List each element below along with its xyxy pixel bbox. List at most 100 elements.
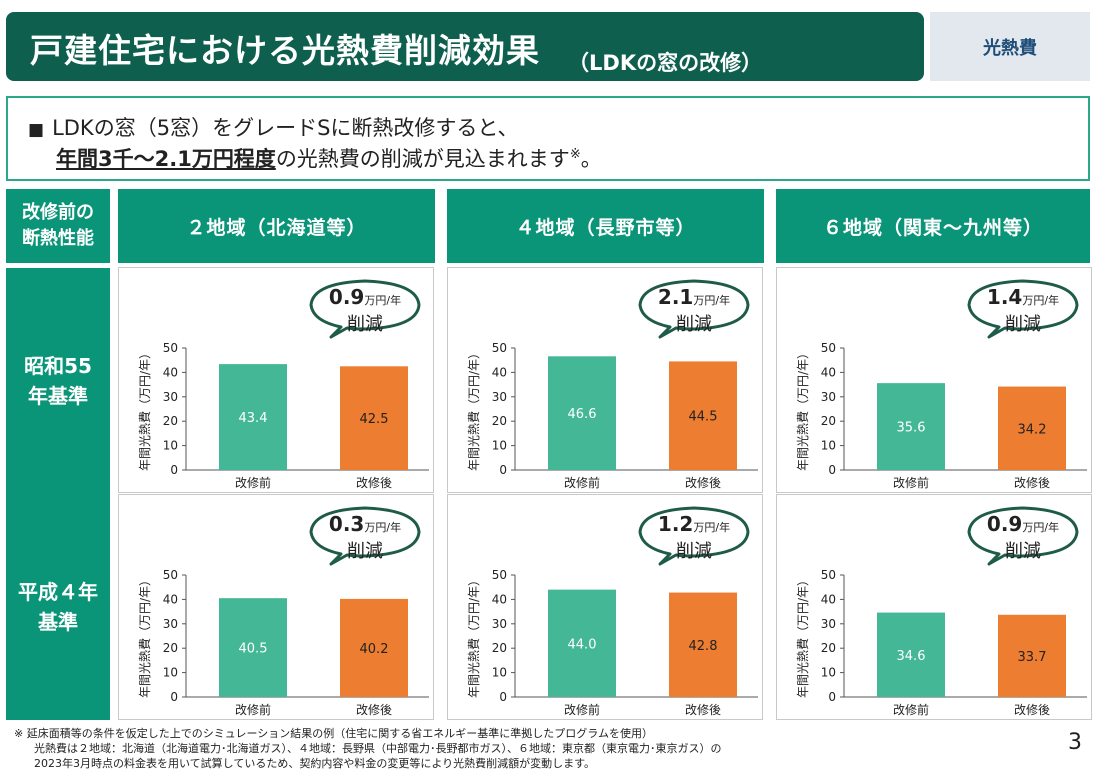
reduction-unit: 万円/年 [693, 294, 731, 307]
x-tick-label: 改修前 [235, 475, 271, 490]
x-tick-label: 改修後 [356, 702, 392, 717]
y-tick-label: 40 [492, 592, 507, 606]
y-tick-label: 30 [163, 390, 178, 404]
bar-after [669, 361, 737, 470]
reduction-value: 0.3万円/年 [305, 512, 425, 536]
note-mark: ※ [569, 147, 581, 162]
y-tick-label: 20 [163, 641, 178, 655]
speech-bubble-icon [309, 506, 421, 566]
y-axis-label: 年間光熱費（万円/年） [137, 347, 152, 471]
category-tag: 光熱費 [930, 12, 1090, 81]
row-header-label: 平成４年基準 [18, 580, 98, 634]
column-header-label: ４地域（長野市等） [515, 216, 696, 239]
corner-header-label: 改修前の断熱性能 [22, 202, 94, 249]
page-subtitle: （LDKの窓の改修） [568, 51, 763, 75]
y-tick-label: 20 [163, 414, 178, 428]
y-tick-label: 0 [170, 690, 178, 704]
y-tick-label: 40 [821, 365, 836, 379]
y-tick-label: 0 [828, 690, 836, 704]
speech-bubble-icon [638, 279, 750, 339]
reduction-unit: 万円/年 [364, 294, 402, 307]
reduction-value: 0.9万円/年 [963, 512, 1083, 536]
reduction-number: 2.1 [657, 285, 694, 309]
x-tick-label: 改修前 [893, 702, 929, 717]
reduction-bubble: 0.9万円/年 削減 [305, 277, 425, 339]
page-number: 3 [1068, 730, 1082, 755]
y-tick-label: 0 [499, 463, 507, 477]
speech-bubble-icon [967, 279, 1079, 339]
y-tick-label: 30 [492, 390, 507, 404]
column-header-region-6: ６地域（関東～九州等） [776, 189, 1090, 263]
footnote-line-1: ※ 延床面積等の条件を仮定した上でのシミュレーション結果の例（住宅に関する省エネ… [14, 727, 653, 740]
data-label: 42.5 [360, 412, 389, 427]
speech-bubble-outline [309, 506, 421, 566]
speech-bubble-outline [638, 279, 750, 339]
y-axis-label: 年間光熱費（万円/年） [795, 347, 810, 471]
x-tick-label: 改修後 [356, 475, 392, 490]
chart-panel: 0 10 20 30 40 50 年間光熱費（万円/年） 46.6 改修前 44.5 改修後 2.1万… [447, 267, 763, 493]
summary-text-1: LDKの窓（5窓）をグレードSに断熱改修すると、 [52, 116, 519, 140]
reduction-bubble: 0.3万円/年 削減 [305, 504, 425, 566]
y-tick-label: 30 [821, 390, 836, 404]
footnote-line-3: 2023年3月時点の料金表を用いて試算しているため、契約内容や料金の変更等により… [34, 757, 596, 770]
corner-header: 改修前の断熱性能 [6, 189, 110, 263]
chart-panel: 0 10 20 30 40 50 年間光熱費（万円/年） 40.5 改修前 40.2 改修後 0.3万… [118, 494, 434, 720]
bullet-square-icon: ■ [28, 120, 45, 140]
x-tick-label: 改修前 [235, 702, 271, 717]
page-title: 戸建住宅における光熱費削減効果 [30, 31, 540, 70]
summary-text-end: 。 [580, 147, 602, 171]
data-label: 43.4 [239, 411, 268, 426]
row-header-h4: 平成４年基準 [6, 494, 110, 720]
reduction-value: 1.4万円/年 [963, 285, 1083, 309]
bar-before [877, 383, 945, 470]
data-label: 46.6 [568, 407, 597, 422]
bar-before [219, 598, 287, 697]
y-tick-label: 40 [821, 592, 836, 606]
chart-panel: 0 10 20 30 40 50 年間光熱費（万円/年） 34.6 改修前 33.7 改修後 0.9万… [776, 494, 1092, 720]
column-header-label: ２地域（北海道等） [186, 216, 367, 239]
bar-after [669, 592, 737, 697]
chart-panel: 0 10 20 30 40 50 年間光熱費（万円/年） 44.0 改修前 42.8 改修後 1.2万… [447, 494, 763, 720]
reduction-label: 削減 [1005, 314, 1041, 335]
bar-before [548, 589, 616, 697]
bar-chart: 0 10 20 30 40 50 年間光熱費（万円/年） 44.0 改修前 42.8 改修後 [466, 568, 758, 717]
reduction-unit: 万円/年 [364, 521, 402, 534]
data-label: 33.7 [1018, 650, 1047, 665]
x-tick-label: 改修前 [893, 475, 929, 490]
data-label: 40.2 [360, 642, 389, 657]
y-tick-label: 20 [821, 641, 836, 655]
data-label: 44.5 [689, 410, 718, 425]
speech-bubble-outline [309, 279, 421, 339]
data-label: 40.5 [239, 642, 268, 657]
x-tick-label: 改修後 [1014, 702, 1050, 717]
data-label: 35.6 [897, 421, 926, 436]
summary-text-2: の光熱費の削減が見込まれます [275, 147, 570, 171]
y-tick-label: 50 [492, 341, 507, 355]
bar-chart: 0 10 20 30 40 50 年間光熱費（万円/年） 46.6 改修前 44.5 改修後 [466, 341, 758, 490]
reduction-unit: 万円/年 [1022, 521, 1060, 534]
data-label: 44.0 [568, 637, 597, 652]
reduction-label: 削減 [1005, 541, 1041, 562]
reduction-number: 0.9 [328, 285, 365, 309]
summary-line-2: 年間3千～2.1万円程度の光熱費の削減が見込まれます※。 [56, 143, 602, 173]
bar-chart: 0 10 20 30 40 50 年間光熱費（万円/年） 35.6 改修前 34.2 改修後 [795, 341, 1087, 490]
y-tick-label: 20 [492, 414, 507, 428]
column-header-label: ６地域（関東～九州等） [822, 216, 1043, 239]
y-tick-label: 30 [163, 617, 178, 631]
y-tick-label: 50 [163, 568, 178, 582]
reduction-value: 2.1万円/年 [634, 285, 754, 309]
summary-box: ■ LDKの窓（5窓）をグレードSに断熱改修すると、 年間3千～2.1万円程度の光… [6, 96, 1090, 181]
reduction-unit: 万円/年 [693, 521, 731, 534]
reduction-bubble: 2.1万円/年 削減 [634, 277, 754, 339]
bar-after [998, 614, 1066, 697]
speech-bubble-icon [638, 506, 750, 566]
x-tick-label: 改修前 [564, 475, 600, 490]
y-tick-label: 40 [163, 365, 178, 379]
row-header-s55: 昭和55年基準 [6, 268, 110, 494]
y-axis-label: 年間光熱費（万円/年） [466, 347, 481, 471]
y-tick-label: 20 [821, 414, 836, 428]
title-bar: 戸建住宅における光熱費削減効果 （LDKの窓の改修） [6, 12, 924, 81]
y-tick-label: 40 [492, 365, 507, 379]
y-tick-label: 10 [492, 666, 507, 680]
reduction-bubble: 1.2万円/年 削減 [634, 504, 754, 566]
